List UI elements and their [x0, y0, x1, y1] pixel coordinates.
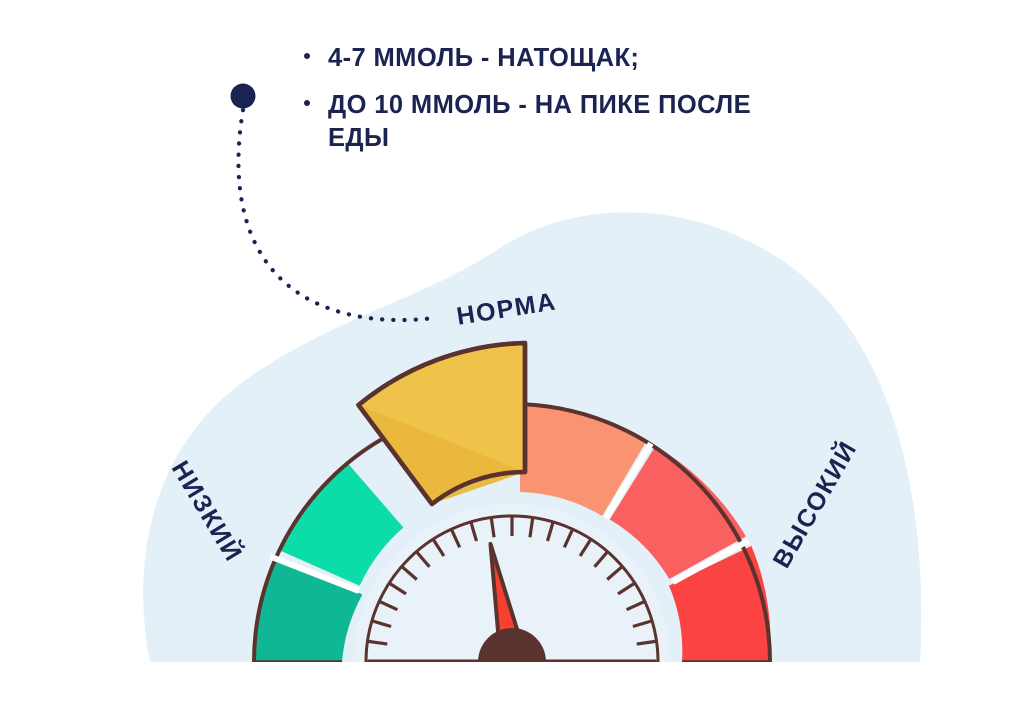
- callout-list: 4-7 ММОЛЬ - НАТОЩАК; ДО 10 ММОЛЬ - НА ПИ…: [300, 42, 770, 155]
- dotted-curve-connector: [236, 107, 437, 323]
- dial-face: [354, 504, 670, 662]
- dial-tick-marks: [367, 517, 657, 662]
- list-item: 4-7 ММОЛЬ - НАТОЩАК;: [300, 42, 770, 75]
- callout-bullet-text: ДО 10 ММОЛЬ - НА ПИКЕ ПОСЛЕ ЕДЫ: [328, 91, 751, 153]
- list-item: ДО 10 ММОЛЬ - НА ПИКЕ ПОСЛЕ ЕДЫ: [300, 89, 770, 155]
- segment-normal-highlight[interactable]: [356, 340, 528, 507]
- callout-bullet-text: 4-7 ММОЛЬ - НАТОЩАК;: [328, 44, 640, 72]
- callout-text-block: 4-7 ММОЛЬ - НАТОЩАК; ДО 10 ММОЛЬ - НА ПИ…: [300, 42, 770, 155]
- segment-high-coral[interactable]: [609, 446, 746, 580]
- segment-high-peach[interactable]: [520, 404, 647, 517]
- segment-high-red[interactable]: [669, 545, 771, 662]
- segment-gaps: [269, 441, 750, 594]
- bullet-dot-icon: [304, 53, 310, 59]
- normal-slice-body-stroke: [356, 340, 528, 507]
- gauge-segments: [254, 404, 771, 662]
- needle-hub: [478, 628, 546, 662]
- bullet-dot-icon: [304, 100, 310, 107]
- segment-low-bright[interactable]: [280, 462, 404, 586]
- navy-dot-marker: [230, 83, 256, 109]
- dial-arc: [364, 514, 660, 662]
- segment-low-dark[interactable]: [254, 560, 363, 662]
